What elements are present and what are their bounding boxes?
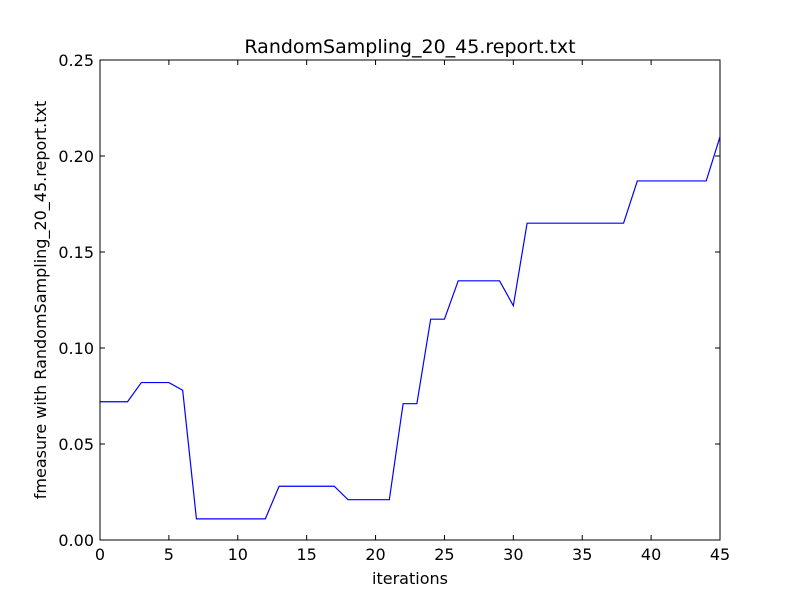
y-tick-label-5: 0.25: [58, 51, 94, 70]
x-tick-label-7: 35: [572, 545, 592, 564]
plot-frame: [99, 59, 721, 541]
x-tick-label-8: 40: [641, 545, 661, 564]
y-tick-label-1: 0.05: [58, 435, 94, 454]
x-tick-label-0: 0: [95, 545, 105, 564]
y-tick-label-3: 0.15: [58, 243, 94, 262]
y-tick-label-0: 0.00: [58, 531, 94, 550]
x-tick-label-4: 20: [365, 545, 385, 564]
y-axis-label: fmeasure with RandomSampling_20_45.repor…: [31, 101, 51, 499]
x-tick-label-1: 5: [164, 545, 174, 564]
x-tick-label-3: 15: [296, 545, 316, 564]
y-tick-label-4: 0.20: [58, 147, 94, 166]
x-axis-label: iterations: [372, 569, 448, 588]
series-line-0: [100, 136, 721, 520]
x-tick-label-2: 10: [228, 545, 248, 564]
y-tick-label-2: 0.10: [58, 339, 94, 358]
x-tick-label-5: 25: [434, 545, 454, 564]
x-tick-label-6: 30: [503, 545, 523, 564]
chart-title: RandomSampling_20_45.report.txt: [244, 36, 575, 58]
x-tick-label-9: 45: [710, 545, 730, 564]
